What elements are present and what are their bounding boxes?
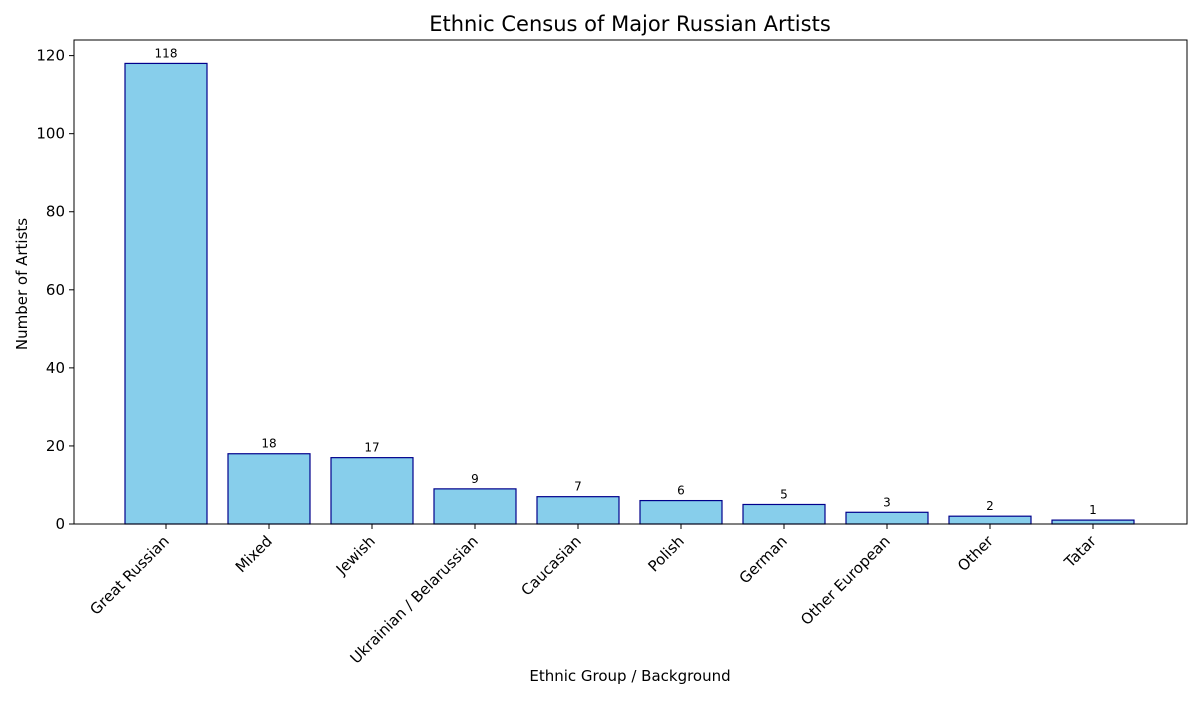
y-tick-label-120: 120 [36,47,65,65]
chart-title: Ethnic Census of Major Russian Artists [429,12,831,36]
x-tick-label-other-european: Other European [797,532,894,629]
x-axis-label: Ethnic Group / Background [529,667,730,685]
data-label-german: 5 [780,487,788,501]
bar-other-european [845,511,929,525]
y-tick-label-20: 20 [46,437,65,455]
data-label-other-european: 3 [883,495,891,509]
data-label-jewish: 17 [364,441,379,455]
x-tick-label-german: German [736,532,791,587]
data-label-caucasian: 7 [574,480,582,494]
bar-mixed [227,453,311,525]
x-tick-label-tatar: Tatar [1060,532,1100,572]
bar-other [948,515,1032,525]
x-tick-label-caucasian: Caucasian [517,532,584,599]
y-tick-label-80: 80 [46,203,65,221]
bar-caucasian [536,496,620,525]
data-label-polish: 6 [677,484,685,498]
data-label-mixed: 18 [261,437,276,451]
bar-german [742,503,826,525]
x-tick-label-great-russian: Great Russian [86,532,172,618]
y-tick-label-40: 40 [46,359,65,377]
data-label-other: 2 [986,499,994,513]
x-tick-label-jewish: Jewish [332,532,379,579]
data-label-ukrainian-belarussian: 9 [471,472,479,486]
x-tick-label-other: Other [954,532,997,575]
bar-great-russian [124,62,208,525]
bars: 118 18 17 9 7 6 5 3 2 1 [124,46,1135,525]
y-tick-label-0: 0 [55,515,65,533]
x-tick-label-polish: Polish [644,532,687,575]
data-label-great-russian: 118 [155,46,178,60]
data-label-tatar: 1 [1089,503,1097,517]
y-tick-label-100: 100 [36,125,65,143]
bar-ukrainian-belarussian [433,488,517,525]
y-tick-label-60: 60 [46,281,65,299]
bar-jewish [330,457,414,525]
y-axis-label: Number of Artists [13,218,31,350]
plot-frame [73,39,1188,525]
bar-tatar [1051,519,1135,525]
bar-polish [639,499,723,525]
x-tick-label-mixed: Mixed [232,532,276,576]
